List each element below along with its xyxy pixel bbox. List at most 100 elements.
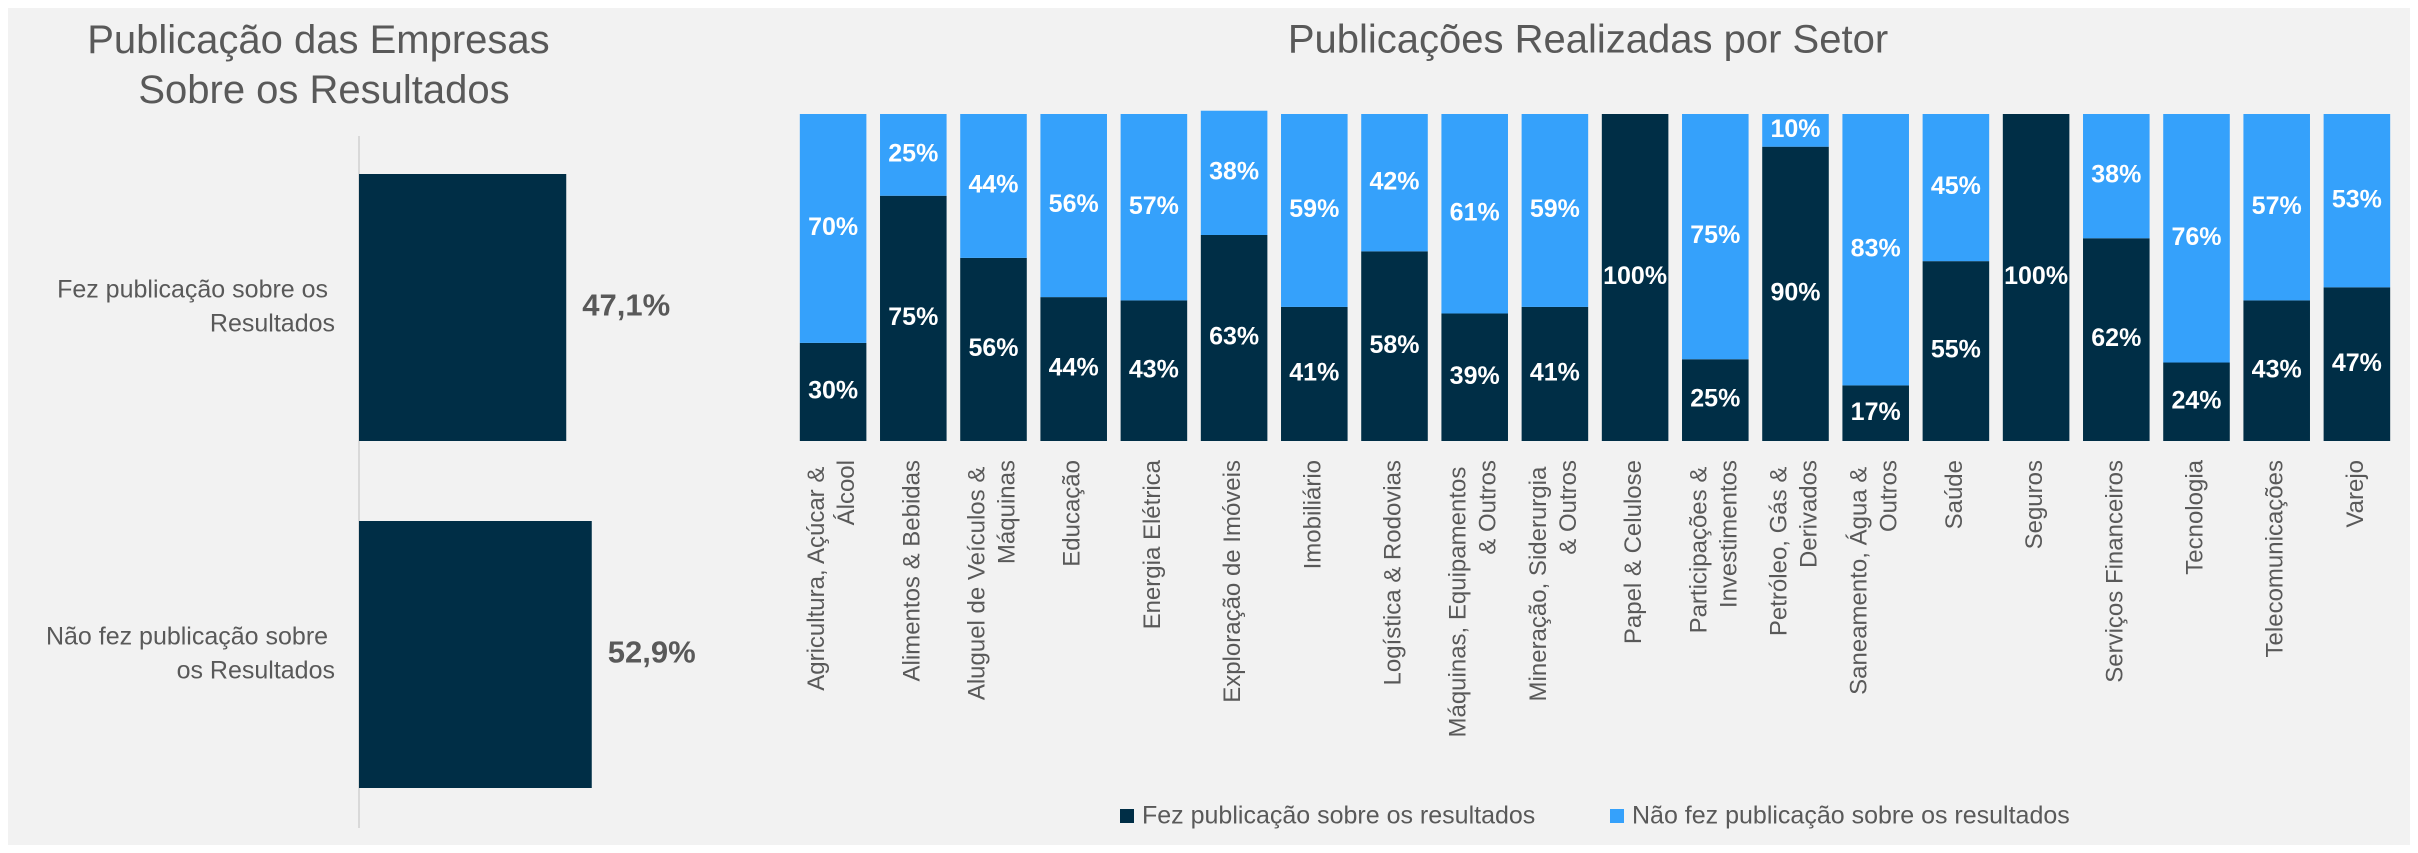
- value-label: 25%: [888, 139, 938, 167]
- x-tick-label: Educação: [1059, 460, 1086, 567]
- value-label: 59%: [1530, 195, 1580, 223]
- bar-segment: [2323, 114, 2391, 288]
- x-tick-label: Energia Elétrica: [1139, 459, 1166, 629]
- value-label: 55%: [1931, 336, 1981, 364]
- bar-segment: [1281, 306, 1348, 441]
- value-label: 43%: [2252, 355, 2302, 383]
- value-label: 57%: [1129, 192, 1179, 220]
- x-tick-label: Alimentos & Bebidas: [899, 460, 926, 681]
- value-label: 41%: [1289, 359, 1339, 387]
- bar-segment: [1922, 114, 1990, 262]
- bar-segment: [1200, 110, 1268, 235]
- value-label: 10%: [1770, 115, 1820, 143]
- chart-title: Publicações Realizadas por Setor: [1288, 18, 1888, 62]
- value-label: 57%: [2252, 192, 2302, 220]
- value-label: 24%: [2171, 386, 2221, 414]
- bar-segment: [1040, 114, 1107, 298]
- value-label: 76%: [2171, 223, 2221, 251]
- legend-label: Fez publicação sobre os resultados: [1142, 802, 1535, 830]
- value-label: 56%: [968, 334, 1018, 362]
- value-label: 43%: [1129, 355, 1179, 383]
- value-label: 47,1%: [582, 288, 670, 323]
- value-label: 100%: [2004, 262, 2068, 290]
- value-label: 52,9%: [608, 635, 696, 670]
- value-label: 61%: [1450, 198, 1500, 226]
- bar-segment: [2243, 114, 2310, 301]
- bar-segment: [880, 195, 947, 441]
- value-label: 100%: [1603, 262, 1667, 290]
- legend-swatch: [1610, 809, 1624, 823]
- bar-segment: [2083, 238, 2150, 441]
- x-tick-label: Mineração, Siderurgia & Outros: [1525, 460, 1582, 701]
- x-tick-label: Agricultura, Açúcar & Álcool: [803, 460, 860, 691]
- bar-segment: [1120, 114, 1188, 301]
- bar-segment: [960, 257, 1027, 441]
- value-label: 75%: [1690, 221, 1740, 249]
- bar-segment: [1842, 114, 1909, 386]
- bar-segment: [2083, 114, 2150, 239]
- bar-segment: [1200, 234, 1268, 441]
- bar-segment: [799, 114, 867, 343]
- bar-segment: [2243, 300, 2310, 441]
- bar-segment: [1361, 114, 1428, 252]
- value-label: 58%: [1369, 331, 1419, 359]
- bar-segment: [1682, 359, 1749, 441]
- bar-segment: [880, 114, 947, 196]
- bar-segment: [1762, 146, 1829, 441]
- x-tick-label: Petróleo, Gás & Derivados: [1766, 460, 1823, 636]
- category-label: Não fez publicação sobre os Resultados: [46, 622, 335, 684]
- value-label: 41%: [1530, 359, 1580, 387]
- x-tick-label: Serviços Financeiros: [2102, 460, 2129, 683]
- x-tick-label: Tecnologia: [2182, 459, 2209, 574]
- bar-segment: [1682, 114, 1749, 360]
- bar-segment: [1521, 306, 1589, 441]
- x-tick-label: Máquinas, Equipamentos & Outros: [1445, 460, 1502, 738]
- x-tick-label: Varejo: [2342, 460, 2369, 528]
- value-label: 56%: [1049, 190, 1099, 218]
- value-label: 44%: [1049, 354, 1099, 382]
- bar-segment: [1040, 297, 1107, 441]
- value-label: 25%: [1690, 385, 1740, 413]
- value-label: 38%: [2091, 161, 2141, 189]
- bar-segment: [2323, 287, 2391, 441]
- bar-segment: [1601, 114, 1669, 441]
- value-label: 70%: [808, 213, 858, 241]
- bar-segment: [1120, 300, 1188, 441]
- value-label: 53%: [2332, 185, 2382, 213]
- value-label: 17%: [1851, 398, 1901, 426]
- legend-label: Não fez publicação sobre os resultados: [1632, 802, 2070, 830]
- value-label: 59%: [1289, 195, 1339, 223]
- bar-segment: [1281, 114, 1348, 307]
- value-label: 42%: [1369, 167, 1419, 195]
- x-tick-label: Saneamento, Água & Outros: [1846, 460, 1903, 695]
- value-label: 38%: [1209, 157, 1259, 185]
- bar-segment: [2163, 114, 2230, 363]
- bar-segment: [799, 342, 867, 441]
- bar-segment: [960, 114, 1027, 258]
- legend-swatch: [1120, 809, 1134, 823]
- bar-segment: [1441, 114, 1508, 314]
- x-tick-label: Aluguel de Veículos & Máquinas: [964, 460, 1021, 700]
- bar-segment: [1441, 313, 1508, 441]
- value-label: 47%: [2332, 349, 2382, 377]
- bar: [359, 174, 567, 441]
- value-label: 45%: [1931, 172, 1981, 200]
- value-label: 83%: [1851, 234, 1901, 262]
- x-tick-label: Logística & Rodovias: [1380, 460, 1407, 685]
- x-tick-label: Seguros: [2021, 460, 2048, 549]
- x-tick-label: Papel & Celulose: [1620, 460, 1647, 644]
- bar-segment: [1361, 251, 1428, 441]
- x-tick-label: Participações & Investimentos: [1686, 460, 1743, 633]
- value-label: 90%: [1770, 278, 1820, 306]
- x-tick-label: Saúde: [1941, 460, 1968, 529]
- bar-segment: [1762, 114, 1829, 147]
- value-label: 39%: [1450, 362, 1500, 390]
- bar-segment: [1922, 261, 1990, 441]
- x-tick-label: Imobiliário: [1300, 460, 1327, 569]
- value-label: 30%: [808, 377, 858, 405]
- bar-segment: [2002, 114, 2070, 441]
- value-label: 75%: [888, 303, 938, 331]
- x-tick-label: Exploração de Imóveis: [1219, 460, 1246, 703]
- chart-title: Publicação das Empresas Sobre os Resulta…: [87, 18, 561, 112]
